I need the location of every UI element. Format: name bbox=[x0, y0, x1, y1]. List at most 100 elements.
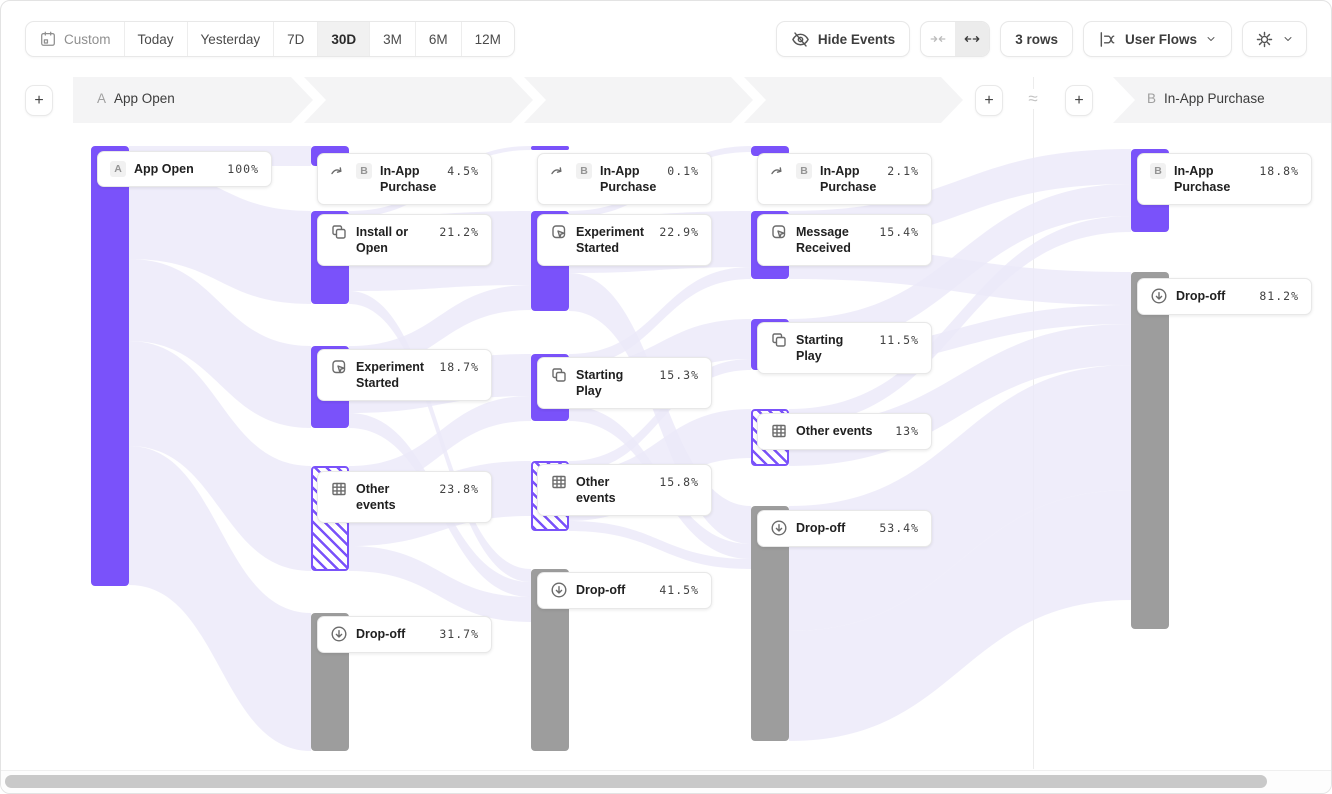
node-bar-c1-app-open[interactable] bbox=[91, 146, 129, 586]
anchor-a-badge: A bbox=[97, 91, 107, 106]
node-card-c2-in-app[interactable]: B In-App Purchase 4.5% bbox=[317, 153, 492, 205]
node-card-c3-startplay[interactable]: Starting Play 15.3% bbox=[537, 357, 712, 409]
node-card-c3-other[interactable]: Other events 15.8% bbox=[537, 464, 712, 516]
flow-ribbon bbox=[349, 546, 531, 622]
date-range-label: 7D bbox=[287, 31, 305, 47]
squares-icon bbox=[770, 331, 788, 349]
view-selector-label: User Flows bbox=[1124, 31, 1197, 47]
node-bar-c5-dropoff[interactable] bbox=[1131, 272, 1169, 629]
date-range-label: Yesterday bbox=[200, 31, 261, 47]
node-bar-c3-in-app[interactable] bbox=[531, 146, 569, 150]
add-step-end-button[interactable]: + bbox=[1065, 85, 1093, 116]
toolbar: Custom Today Yesterday 7D 30D 3M 6M 12M Hide Ev… bbox=[25, 21, 1307, 57]
flow-ribbon bbox=[569, 267, 751, 366]
node-label: In-App Purchase bbox=[820, 164, 877, 194]
node-percentage: 22.9% bbox=[659, 225, 699, 239]
dropoff-icon bbox=[550, 581, 568, 599]
dropoff-icon bbox=[770, 519, 788, 537]
node-card-c4-in-app[interactable]: B In-App Purchase 2.1% bbox=[757, 153, 932, 205]
node-card-c4-other[interactable]: Other events 13% bbox=[757, 413, 932, 450]
node-label: Experiment Started bbox=[576, 225, 645, 255]
grid-icon bbox=[550, 473, 568, 491]
date-range-12m[interactable]: 12M bbox=[460, 22, 514, 56]
calendar-icon bbox=[39, 30, 57, 48]
chevron-down-icon bbox=[1282, 33, 1294, 45]
node-percentage: 23.8% bbox=[439, 482, 479, 496]
step-badge-a: A bbox=[110, 161, 126, 177]
node-card-c2-experiment[interactable]: Experiment Started 18.7% bbox=[317, 349, 492, 401]
view-selector-button[interactable]: User Flows bbox=[1082, 21, 1232, 57]
step-badge-b: B bbox=[576, 163, 592, 179]
settings-button[interactable] bbox=[1242, 21, 1307, 57]
chevron-down-icon bbox=[1205, 33, 1217, 45]
node-label: Starting Play bbox=[796, 333, 844, 363]
node-card-c2-dropoff[interactable]: Drop-off 31.7% bbox=[317, 616, 492, 653]
node-card-c2-other[interactable]: Other events 23.8% bbox=[317, 471, 492, 523]
flow-step-segment-2[interactable] bbox=[304, 77, 533, 123]
node-percentage: 0.1% bbox=[667, 164, 699, 178]
node-label: In-App Purchase bbox=[380, 164, 437, 194]
flow-step-segment-b[interactable] bbox=[1113, 77, 1331, 123]
node-label: Other events bbox=[576, 475, 616, 505]
add-step-start-button[interactable]: + bbox=[25, 85, 53, 116]
flow-step-segment-3[interactable] bbox=[524, 77, 753, 123]
skip-icon bbox=[770, 162, 788, 180]
collapse-columns-button[interactable] bbox=[921, 22, 955, 56]
horizontal-scrollbar[interactable] bbox=[1, 770, 1331, 793]
node-percentage: 18.8% bbox=[1259, 164, 1299, 178]
node-card-c5-in-app[interactable]: B In-App Purchase 18.8% bbox=[1137, 153, 1312, 205]
node-percentage: 18.7% bbox=[439, 360, 479, 374]
node-card-c3-in-app[interactable]: B In-App Purchase 0.1% bbox=[537, 153, 712, 205]
flow-step-segment-4[interactable] bbox=[744, 77, 963, 123]
date-range-7d[interactable]: 7D bbox=[273, 22, 317, 56]
squares-icon bbox=[550, 366, 568, 384]
date-range-30d[interactable]: 30D bbox=[317, 22, 370, 56]
dropoff-icon bbox=[330, 625, 348, 643]
node-label: App Open bbox=[134, 162, 194, 176]
step-badge-b: B bbox=[796, 163, 812, 179]
expand-columns-button[interactable] bbox=[955, 22, 990, 56]
node-percentage: 13% bbox=[895, 424, 919, 438]
skip-icon bbox=[330, 162, 348, 180]
section-divider bbox=[1033, 77, 1034, 769]
node-bar-c4-in-app[interactable] bbox=[751, 146, 789, 156]
hide-events-button[interactable]: Hide Events bbox=[775, 21, 911, 57]
node-percentage: 41.5% bbox=[659, 583, 699, 597]
date-range-6m[interactable]: 6M bbox=[414, 22, 461, 56]
node-label: Other events bbox=[796, 424, 873, 438]
node-card-c4-message[interactable]: Message Received 15.4% bbox=[757, 214, 932, 266]
node-label: Message Received bbox=[796, 225, 851, 255]
node-label: In-App Purchase bbox=[600, 164, 657, 194]
experiment-icon bbox=[550, 223, 568, 241]
rows-label: 3 rows bbox=[1015, 31, 1058, 47]
date-range-3m[interactable]: 3M bbox=[369, 22, 415, 56]
date-range-label: 3M bbox=[383, 31, 402, 47]
anchor-b-header: B In-App Purchase bbox=[1147, 91, 1265, 106]
rows-button[interactable]: 3 rows bbox=[1000, 21, 1073, 57]
node-percentage: 53.4% bbox=[879, 521, 919, 535]
node-card-c1-app-open[interactable]: A App Open 100% bbox=[97, 151, 272, 187]
date-range-yesterday[interactable]: Yesterday bbox=[186, 22, 274, 56]
node-percentage: 15.4% bbox=[879, 225, 919, 239]
flow-ribbon bbox=[569, 521, 751, 569]
node-label: Experiment Started bbox=[356, 360, 425, 390]
add-step-mid-button[interactable]: + bbox=[975, 85, 1003, 116]
anchor-a-header: A App Open bbox=[97, 91, 175, 106]
node-card-c4-dropoff[interactable]: Drop-off 53.4% bbox=[757, 510, 932, 547]
node-percentage: 31.7% bbox=[439, 627, 479, 641]
node-card-c3-dropoff[interactable]: Drop-off 41.5% bbox=[537, 572, 712, 609]
date-range-custom[interactable]: Custom bbox=[26, 22, 124, 56]
node-card-c2-install[interactable]: Install or Open 21.2% bbox=[317, 214, 492, 266]
toolbar-right: Hide Events 3 rows User Flows bbox=[775, 21, 1307, 57]
node-card-c4-startplay[interactable]: Starting Play 11.5% bbox=[757, 322, 932, 374]
node-card-c3-experiment[interactable]: Experiment Started 22.9% bbox=[537, 214, 712, 266]
gear-icon bbox=[1255, 30, 1274, 49]
date-range-selector[interactable]: Custom Today Yesterday 7D 30D 3M 6M 12M bbox=[25, 21, 515, 57]
flow-step-segment-1[interactable] bbox=[73, 77, 313, 123]
node-card-c5-dropoff[interactable]: Drop-off 81.2% bbox=[1137, 278, 1312, 315]
scrollbar-thumb[interactable] bbox=[5, 775, 1267, 788]
date-range-today[interactable]: Today bbox=[123, 22, 187, 56]
node-percentage: 4.5% bbox=[447, 164, 479, 178]
step-badge-b: B bbox=[356, 163, 372, 179]
